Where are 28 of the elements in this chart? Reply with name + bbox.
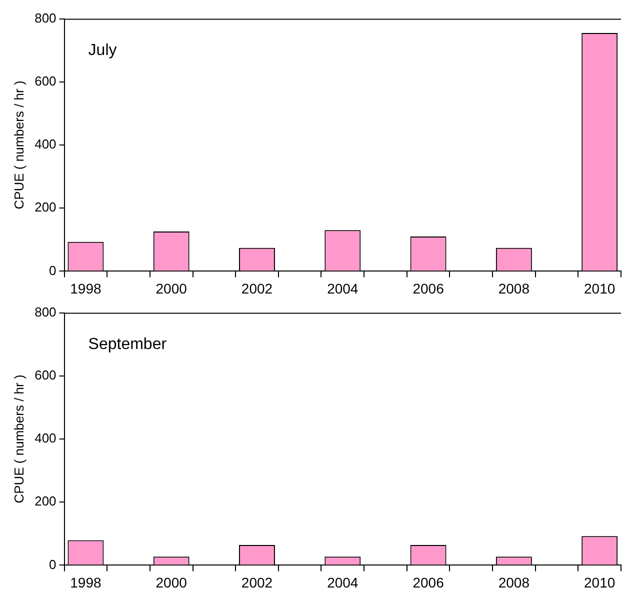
x-tick-label: 2006 [412,574,444,590]
x-tick-label: 2004 [327,574,358,590]
x-tick-label: 2002 [241,280,273,296]
x-tick-label: 2002 [241,574,273,590]
y-tick-label: 800 [34,304,56,320]
y-tick-label: 800 [34,10,56,26]
x-tick-label: 2006 [412,280,444,296]
y-tick-label: 200 [34,494,56,509]
y-axis-title: CPUE ( numbers / hr ) [11,80,26,210]
x-tick-label: 2008 [498,280,530,296]
x-tick-label: 2010 [584,574,616,590]
x-tick-label: 2010 [584,280,616,296]
x-tick-label: 1998 [70,574,102,590]
y-tick-label: 600 [34,73,56,88]
x-tick-label: 2000 [156,280,188,296]
text: July [88,42,117,59]
x-tick-label: 2008 [498,574,530,590]
y-tick-label: 0 [49,556,56,572]
y-tick-label: 400 [34,430,56,446]
x-tick-label: 1998 [70,280,102,296]
x-tick-label: 2004 [327,280,358,296]
y-tick-label: 200 [34,200,56,215]
y-tick-label: 0 [49,262,56,278]
x-tick-label: 2000 [156,574,188,590]
text: September [88,336,168,353]
y-tick-label: 400 [34,136,56,152]
y-tick-label: 600 [34,367,56,382]
y-axis-title: CPUE ( numbers / hr ) [11,374,26,504]
